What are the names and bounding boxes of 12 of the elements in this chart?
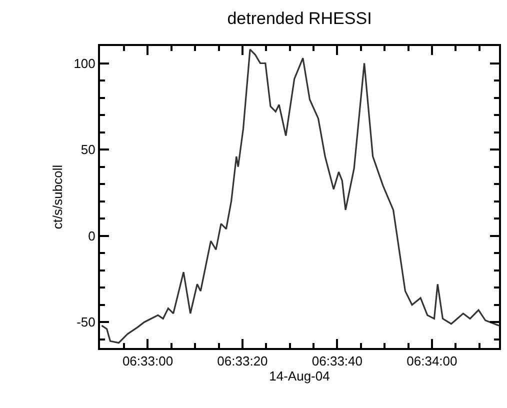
x-tick-label: 06:33:00 <box>122 354 174 369</box>
x-axis-title: 14-Aug-04 <box>269 368 330 384</box>
y-tick-label: 50 <box>80 142 96 158</box>
chart-title: detrended RHESSI <box>227 9 372 28</box>
x-tick-label: 06:33:20 <box>217 354 268 369</box>
x-tick-label: 06:33:40 <box>312 354 363 369</box>
line-series <box>100 48 499 344</box>
x-tick-label: 06:34:00 <box>406 354 458 369</box>
y-tick-label: 0 <box>88 228 96 244</box>
y-tick-label: -50 <box>76 314 96 330</box>
y-tick-label: 100 <box>74 56 96 71</box>
y-axis-title: ct/s/subcoll <box>50 164 66 230</box>
